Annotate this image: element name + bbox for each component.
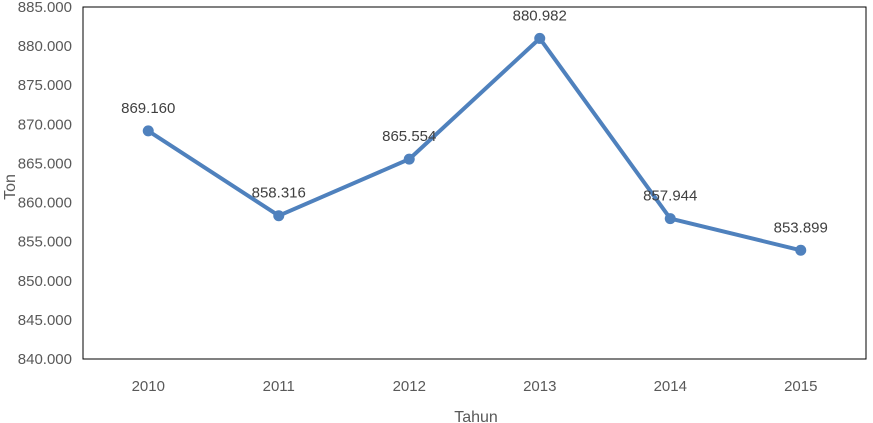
series-line bbox=[146, 36, 803, 253]
data-point bbox=[664, 213, 676, 225]
y-tick-label: 865.000 bbox=[18, 155, 72, 172]
x-tick-label: 2012 bbox=[393, 378, 426, 395]
plot-area bbox=[82, 6, 867, 360]
y-tick-label: 860.000 bbox=[18, 195, 72, 212]
data-point bbox=[534, 32, 546, 44]
data-label: 857.944 bbox=[643, 188, 697, 205]
y-tick-label: 885.000 bbox=[18, 0, 72, 16]
data-point bbox=[403, 153, 415, 165]
y-tick-label: 840.000 bbox=[18, 351, 72, 368]
data-labels: 869.160 858.316 865.554 880.982 857.944 853.8… bbox=[121, 7, 828, 236]
series-layer bbox=[142, 32, 807, 256]
x-axis-title: Tahun bbox=[454, 409, 498, 423]
data-point bbox=[142, 125, 154, 137]
x-tick-label: 2011 bbox=[263, 378, 295, 395]
plot-frame bbox=[82, 6, 867, 360]
x-tick-label: 2010 bbox=[132, 378, 165, 395]
y-axis-title: Ton bbox=[2, 174, 19, 200]
x-tick-label: 2015 bbox=[784, 378, 817, 395]
y-tick-label: 870.000 bbox=[18, 116, 72, 133]
data-label: 853.899 bbox=[774, 219, 828, 236]
x-tick-label: 2014 bbox=[654, 378, 687, 395]
data-point bbox=[273, 210, 285, 222]
x-axis-ticks: 2010 2011 2012 2013 2014 2015 bbox=[132, 378, 818, 395]
y-tick-label: 875.000 bbox=[18, 77, 72, 94]
y-tick-label: 880.000 bbox=[18, 38, 72, 55]
data-label: 869.160 bbox=[121, 100, 175, 117]
y-tick-label: 855.000 bbox=[18, 234, 72, 251]
y-tick-label: 845.000 bbox=[18, 312, 72, 329]
data-point bbox=[795, 244, 807, 256]
data-label: 880.982 bbox=[513, 7, 567, 24]
data-label: 865.554 bbox=[382, 128, 436, 145]
y-tick-label: 850.000 bbox=[18, 273, 72, 290]
data-label: 858.316 bbox=[252, 185, 306, 202]
y-axis-ticks: 840.000 845.000 850.000 855.000 860.000 865.0… bbox=[18, 0, 72, 368]
x-tick-label: 2013 bbox=[523, 378, 556, 395]
